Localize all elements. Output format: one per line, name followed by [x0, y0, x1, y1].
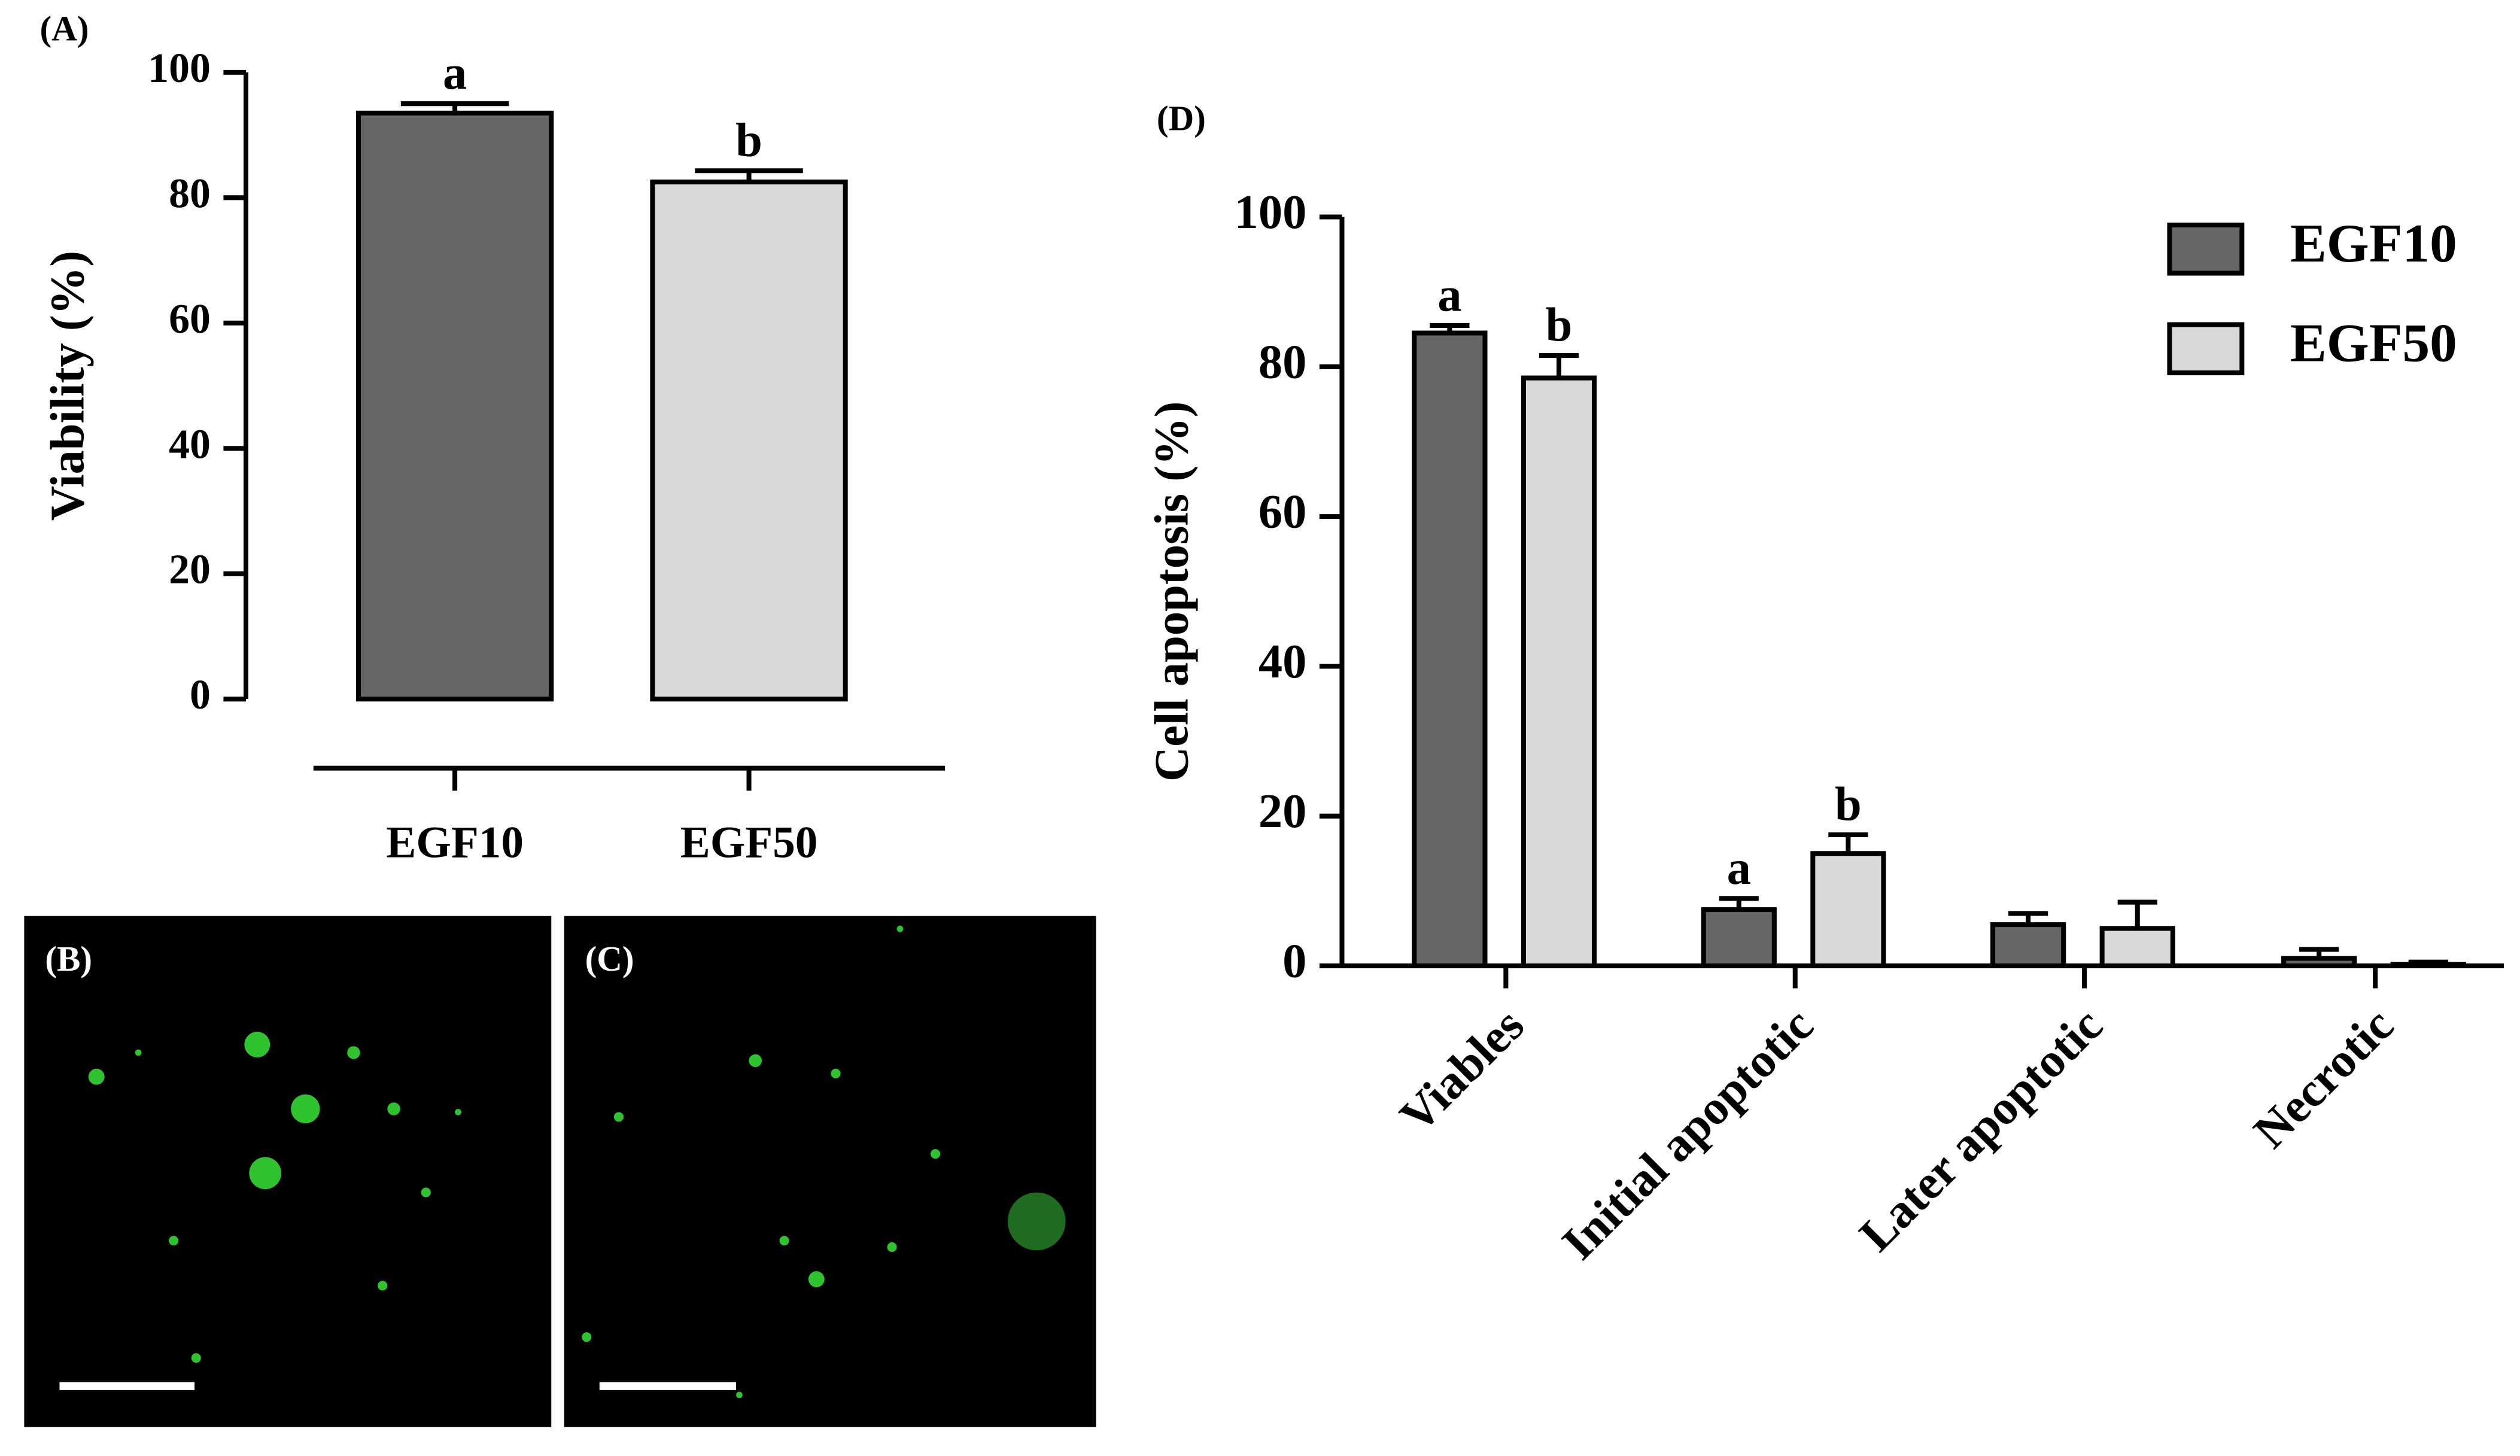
y-tick-label: 0: [1282, 934, 1306, 987]
legend-label: EGF10: [2290, 213, 2457, 273]
x-tick-label: Later apoptotic: [1849, 998, 2112, 1262]
legend-swatch: [2167, 222, 2245, 276]
micrograph-b: (B): [24, 916, 552, 1427]
y-tick-label: 100: [148, 45, 211, 92]
bar: [2281, 956, 2357, 968]
y-tick-label: 20: [1259, 785, 1307, 838]
significance-letter: a: [443, 47, 467, 100]
y-tick-label: 40: [1259, 635, 1307, 688]
x-tick-label: Necrotic: [2244, 998, 2403, 1158]
error-bar: [2408, 959, 2448, 965]
panel-label: (A): [40, 8, 89, 48]
y-tick-label: 100: [1235, 186, 1307, 239]
y-tick-label: 40: [169, 421, 211, 467]
error-bar: [2008, 911, 2048, 925]
y-tick-label: 0: [190, 672, 211, 718]
error-bar: [400, 101, 509, 113]
legend-swatch: [2167, 322, 2245, 376]
y-axis-label: Viability (%): [41, 251, 94, 521]
bar: [1810, 851, 1886, 968]
panel-label: (B): [45, 939, 92, 978]
significance-letter: b: [1546, 299, 1573, 352]
significance-letter: b: [1835, 777, 1862, 831]
bar: [2390, 962, 2466, 968]
legend-label: EGF50: [2290, 313, 2457, 373]
x-tick-label: EGF50: [680, 817, 818, 867]
y-tick-label: 60: [169, 296, 211, 342]
y-axis-label: Cell apoptosis (%): [1145, 402, 1198, 782]
micrograph-c: (C): [564, 916, 1096, 1427]
y-tick-label: 60: [1259, 485, 1307, 539]
x-tick-label: Viables: [1390, 998, 1534, 1142]
y-tick-label: 20: [169, 547, 211, 593]
significance-letter: a: [1727, 841, 1751, 895]
x-tick-label: Initial apoptotic: [1552, 998, 1823, 1270]
error-bar: [1719, 896, 1759, 910]
y-tick-label: 80: [1259, 335, 1307, 388]
panel-label: (D): [1157, 99, 1206, 138]
bar: [1521, 375, 1597, 968]
error-bar: [2299, 947, 2339, 959]
bar: [1701, 907, 1777, 968]
significance-letter: b: [735, 114, 762, 167]
x-tick-label: EGF10: [386, 817, 524, 867]
error-bar: [695, 168, 803, 183]
error-bar: [1430, 323, 1470, 333]
error-bar: [1828, 832, 1868, 854]
error-bar: [1539, 353, 1579, 378]
bar: [355, 110, 554, 702]
error-bar: [2117, 899, 2157, 929]
significance-letter: a: [1437, 269, 1461, 322]
panel-label: (C): [585, 939, 634, 978]
bar: [1412, 330, 1488, 968]
y-tick-label: 80: [169, 171, 211, 217]
bar: [650, 180, 848, 702]
bar: [2099, 926, 2175, 968]
bar: [1990, 922, 2066, 968]
